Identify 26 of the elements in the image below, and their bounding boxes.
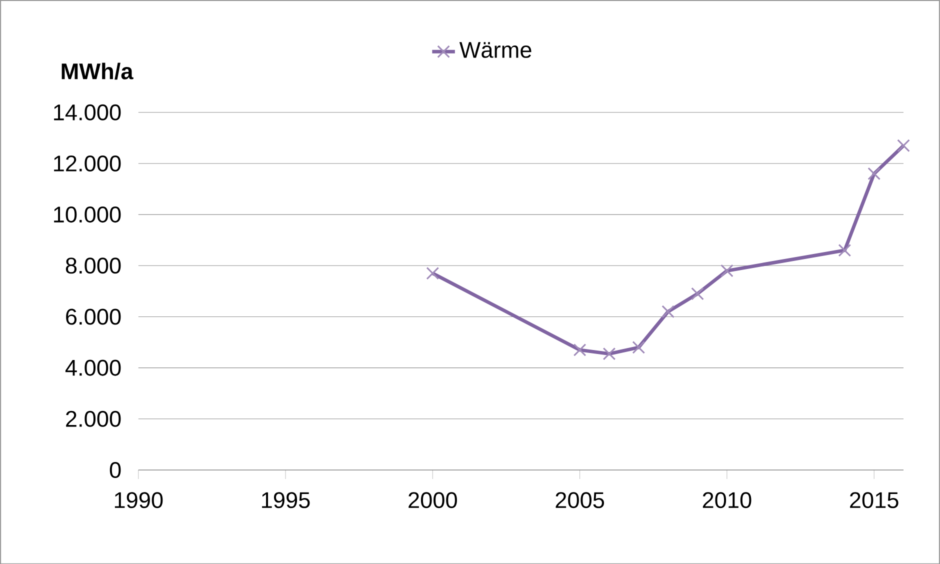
point xyxy=(632,340,646,354)
y-tick-label: 6.000 xyxy=(66,308,121,325)
y-tick-label: 14.000 xyxy=(54,104,121,120)
legend-label: Wärme xyxy=(459,42,532,58)
y-tick-label: 2.000 xyxy=(66,410,121,427)
y-tick-label: 4.000 xyxy=(65,360,121,376)
point xyxy=(720,264,734,278)
point xyxy=(897,138,910,152)
y-tick-label: 12.000 xyxy=(54,155,121,172)
x-tick-label: 1990 xyxy=(114,492,163,508)
y-tick-label: 0 xyxy=(110,462,121,478)
point xyxy=(662,304,675,318)
point xyxy=(838,244,852,257)
x-tick-label: 2015 xyxy=(850,492,898,508)
x-tick-label: 2010 xyxy=(702,492,752,508)
y-tick-label: 10.000 xyxy=(54,206,121,222)
x-tick-label: 1995 xyxy=(262,492,310,508)
point xyxy=(691,287,704,300)
point xyxy=(868,167,881,180)
x-tick-label: 2005 xyxy=(556,492,604,508)
x-tick-label: 2000 xyxy=(408,492,457,508)
point xyxy=(573,343,586,356)
point xyxy=(426,266,440,280)
y-axis-title: MWh/a xyxy=(62,62,134,80)
y-tick-label: 8.000 xyxy=(66,257,121,274)
point xyxy=(602,347,616,360)
